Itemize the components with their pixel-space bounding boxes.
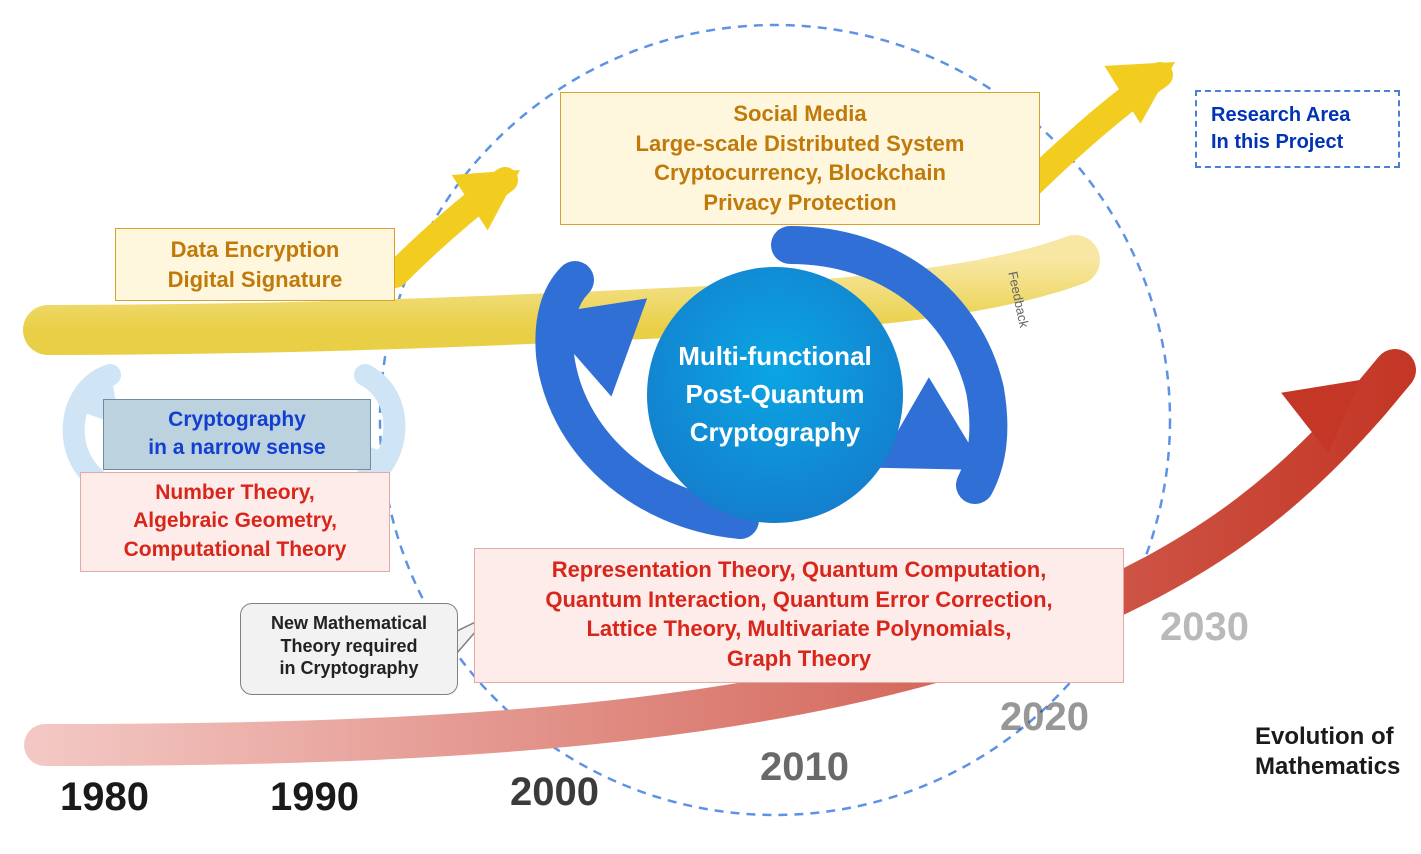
year-2010: 2010 xyxy=(760,745,849,790)
representation-theory-box: Representation Theory, Quantum Computati… xyxy=(474,548,1124,683)
evolution-label: Evolution ofMathematics xyxy=(1255,722,1400,782)
year-2030: 2030 xyxy=(1160,605,1249,650)
data-encryption-box: Data EncryptionDigital Signature xyxy=(115,228,395,301)
legend-research-area: Research AreaIn this Project xyxy=(1195,90,1400,168)
year-1990: 1990 xyxy=(270,775,359,820)
callout-new-math: New MathematicalTheory requiredin Crypto… xyxy=(240,603,458,695)
year-1980: 1980 xyxy=(60,775,149,820)
year-2020: 2020 xyxy=(1000,695,1089,740)
number-theory-box: Number Theory,Algebraic Geometry,Computa… xyxy=(80,472,390,572)
year-2000: 2000 xyxy=(510,770,599,815)
cryptography-narrow-box: Cryptographyin a narrow sense xyxy=(103,399,371,470)
diagram-stage: Data EncryptionDigital Signature Cryptog… xyxy=(0,0,1421,854)
center-circle-label: Multi-functionalPost-QuantumCryptography xyxy=(647,267,903,523)
social-media-box: Social MediaLarge-scale Distributed Syst… xyxy=(560,92,1040,225)
